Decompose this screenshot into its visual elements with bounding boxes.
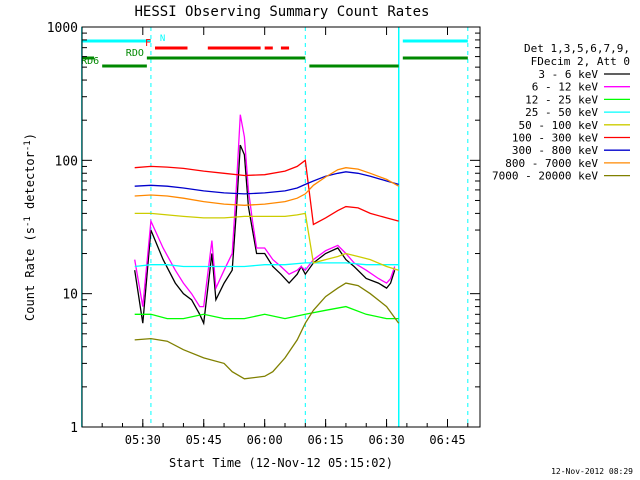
- legend-header-line: FDecim 2, Att 0: [531, 55, 630, 68]
- legend-header-line: Det 1,3,5,6,7,9,: [524, 42, 630, 55]
- y-axis-label-main: Count Rate (s: [23, 227, 37, 321]
- y-axis-ticks: 1 10 100 1000: [47, 21, 480, 436]
- y-axis-label-middle: detector: [23, 151, 37, 216]
- series-line-9: [134, 282, 400, 380]
- x-tick-label: 06:30: [368, 433, 404, 447]
- series-line-5: [134, 212, 399, 271]
- plot-frame: [81, 26, 481, 428]
- x-tick-label: 05:45: [186, 433, 222, 447]
- x-axis-label: Start Time (12-Nov-12 05:15:02): [169, 456, 393, 470]
- x-tick-label: 05:30: [125, 433, 161, 447]
- series-line-4: [134, 262, 399, 268]
- y-tick-label: 1: [70, 421, 78, 436]
- y-axis-label-end: ): [23, 133, 37, 140]
- y-axis-label-superscript: -1: [23, 216, 33, 227]
- legend-entry-label: 50 - 100 keV: [519, 119, 599, 132]
- legend-entry-label: 300 - 800 keV: [512, 144, 598, 157]
- legend-entry-label: 800 - 7000 keV: [505, 157, 598, 170]
- series-line-6: [134, 159, 399, 226]
- legend-entry-label: 3 - 6 keV: [538, 68, 598, 81]
- flag-label: N: [160, 34, 165, 44]
- flag-label: RD6: [81, 56, 99, 67]
- series-line-8: [134, 167, 400, 206]
- series-line-7: [134, 171, 399, 195]
- flag-label: RDO: [126, 48, 144, 59]
- chart-title: HESSI Observing Summary Count Rates: [134, 4, 429, 20]
- legend: Det 1,3,5,6,7,9, FDecim 2, Att 0 3 - 6 k…: [492, 42, 630, 183]
- y-tick-label: 100: [55, 154, 78, 169]
- legend-entry-label: 25 - 50 keV: [525, 106, 598, 119]
- legend-entry-label: 12 - 25 keV: [525, 93, 598, 106]
- legend-entry-label: 6 - 12 keV: [532, 81, 599, 94]
- legend-entry-label: 100 - 300 keV: [512, 132, 598, 145]
- x-axis-ticks: 05:30 05:45 06:00 06:15 06:30 06:45: [101, 27, 469, 447]
- flag-label: F: [145, 38, 151, 49]
- y-axis-label: Count Rate (s-1 detector-1): [23, 133, 37, 321]
- y-tick-label: 10: [62, 288, 78, 303]
- x-tick-label: 06:15: [308, 433, 344, 447]
- series-line-3: [134, 305, 399, 320]
- x-tick-label: 06:45: [429, 433, 465, 447]
- y-tick-label: 1000: [47, 21, 78, 36]
- footer-timestamp: 12-Nov-2012 08:29: [551, 467, 633, 476]
- y-axis-label-superscript: -1: [23, 140, 33, 151]
- x-tick-label: 06:00: [247, 433, 283, 447]
- series-line-2: [134, 114, 396, 308]
- legend-entry-label: 7000 - 20000 keV: [492, 170, 598, 183]
- series-line-1: [134, 144, 396, 326]
